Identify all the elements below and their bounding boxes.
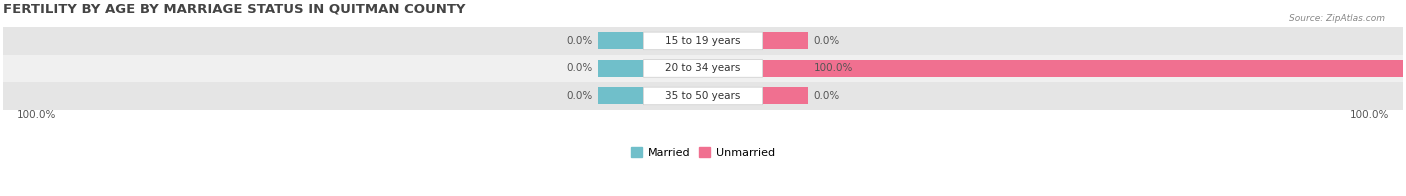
- Bar: [598, 32, 644, 49]
- Text: 15 to 19 years: 15 to 19 years: [665, 36, 741, 46]
- Text: 0.0%: 0.0%: [814, 36, 839, 46]
- Text: 0.0%: 0.0%: [567, 64, 592, 74]
- Bar: [762, 87, 808, 104]
- Legend: Married, Unmarried: Married, Unmarried: [627, 143, 779, 162]
- Text: 100.0%: 100.0%: [814, 64, 853, 74]
- Bar: [762, 32, 808, 49]
- Bar: [598, 87, 644, 104]
- Text: 100.0%: 100.0%: [1350, 110, 1389, 120]
- Bar: [3, 55, 1403, 82]
- Bar: [3, 27, 1403, 55]
- Bar: [762, 60, 808, 77]
- Text: 0.0%: 0.0%: [567, 36, 592, 46]
- FancyBboxPatch shape: [644, 60, 762, 77]
- Text: 0.0%: 0.0%: [567, 91, 592, 101]
- Text: 100.0%: 100.0%: [17, 110, 56, 120]
- Bar: [3, 82, 1403, 110]
- FancyBboxPatch shape: [644, 87, 762, 105]
- FancyBboxPatch shape: [644, 32, 762, 50]
- Text: 35 to 50 years: 35 to 50 years: [665, 91, 741, 101]
- Text: Source: ZipAtlas.com: Source: ZipAtlas.com: [1289, 14, 1385, 23]
- Bar: [808, 60, 1403, 77]
- Text: FERTILITY BY AGE BY MARRIAGE STATUS IN QUITMAN COUNTY: FERTILITY BY AGE BY MARRIAGE STATUS IN Q…: [3, 3, 465, 16]
- Text: 20 to 34 years: 20 to 34 years: [665, 64, 741, 74]
- Bar: [598, 60, 644, 77]
- Text: 0.0%: 0.0%: [814, 91, 839, 101]
